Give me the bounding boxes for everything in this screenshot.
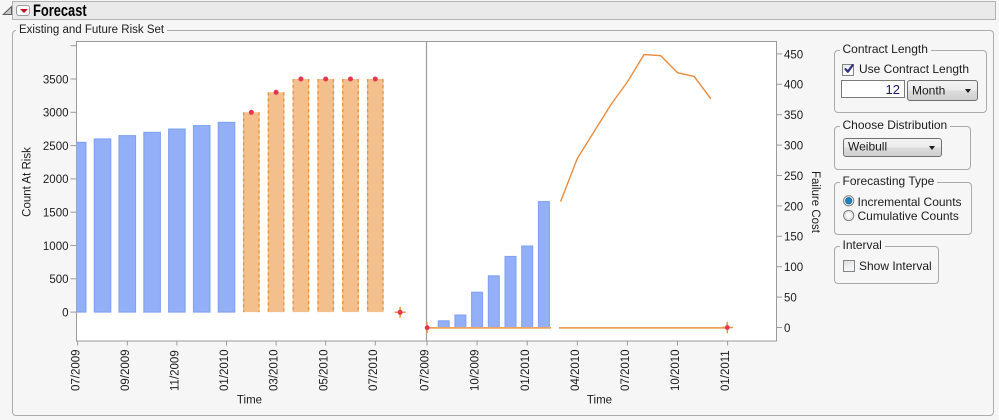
svg-text:100: 100 — [784, 262, 803, 274]
svg-text:150: 150 — [784, 232, 803, 244]
svg-text:500: 500 — [49, 274, 68, 286]
svg-text:1500: 1500 — [43, 208, 69, 220]
svg-text:2000: 2000 — [43, 174, 69, 186]
svg-text:10/2010: 10/2010 — [670, 349, 682, 391]
svg-text:250: 250 — [784, 171, 803, 183]
svg-text:400: 400 — [784, 80, 803, 92]
svg-text:Failure Cost: Failure Cost — [809, 171, 821, 234]
svg-text:1000: 1000 — [43, 241, 69, 253]
svg-text:07/2009: 07/2009 — [70, 349, 82, 391]
svg-text:Count At Risk: Count At Risk — [22, 147, 34, 217]
svg-text:01/2010: 01/2010 — [219, 349, 231, 391]
svg-text:07/2010: 07/2010 — [368, 349, 380, 391]
svg-text:0: 0 — [784, 323, 790, 335]
svg-text:07/2009: 07/2009 — [420, 349, 432, 391]
svg-text:200: 200 — [784, 201, 803, 213]
svg-text:11/2009: 11/2009 — [170, 350, 182, 391]
svg-text:50: 50 — [784, 293, 797, 305]
svg-text:0: 0 — [62, 307, 68, 319]
svg-text:2500: 2500 — [43, 141, 69, 153]
svg-text:03/2010: 03/2010 — [269, 349, 281, 391]
svg-text:05/2010: 05/2010 — [318, 349, 330, 391]
svg-text:01/2010: 01/2010 — [520, 349, 532, 391]
svg-text:450: 450 — [784, 49, 803, 61]
svg-text:09/2009: 09/2009 — [120, 349, 132, 391]
svg-text:Time: Time — [587, 395, 612, 407]
svg-text:10/2009: 10/2009 — [470, 349, 482, 391]
svg-text:3000: 3000 — [43, 108, 69, 120]
svg-text:01/2011: 01/2011 — [720, 350, 732, 391]
svg-text:07/2010: 07/2010 — [620, 349, 632, 391]
svg-text:3500: 3500 — [43, 74, 69, 86]
svg-text:300: 300 — [784, 141, 803, 153]
svg-text:04/2010: 04/2010 — [570, 349, 582, 391]
svg-text:Time: Time — [237, 395, 262, 407]
svg-text:350: 350 — [784, 110, 803, 122]
